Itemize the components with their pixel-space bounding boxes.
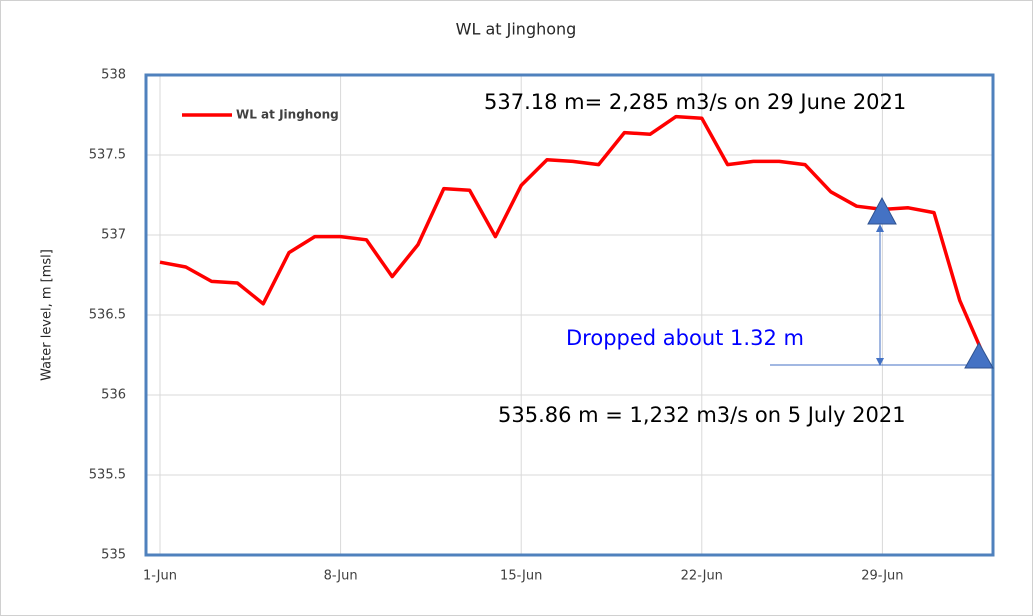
y-tick-label: 536 — [101, 388, 126, 403]
data-line — [159, 114, 988, 361]
annotation: 537.18 m= 2,285 m3/s on 29 June 2021 — [484, 90, 906, 114]
plot-frame — [144, 73, 995, 557]
y-tick-label: 536.5 — [89, 308, 126, 323]
annotation: Dropped about 1.32 m — [566, 326, 804, 350]
y-tick-label: 538 — [101, 68, 126, 83]
y-tick-label: 537 — [101, 228, 126, 243]
x-tick-label: 1-Jun — [143, 569, 177, 584]
x-tick-label: 8-Jun — [324, 569, 358, 584]
marks — [159, 114, 988, 361]
annotation: 535.86 m = 1,232 m3/s on 5 July 2021 — [498, 403, 906, 427]
marker-triangle — [964, 341, 994, 369]
arrow-head — [876, 224, 884, 232]
y-tick-label: 537.5 — [89, 148, 126, 163]
marker-triangle — [867, 196, 897, 225]
x-tick-label: 15-Jun — [500, 569, 542, 584]
x-tick-label: 29-Jun — [861, 569, 903, 584]
arrow-head — [876, 358, 884, 366]
y-axis-label: Water level, m [msl] — [40, 249, 55, 381]
legend-label: WL at Jinghong — [236, 108, 339, 122]
y-tick-label: 535.5 — [89, 468, 126, 483]
y-tick-label: 535 — [101, 548, 126, 563]
x-tick-label: 22-Jun — [681, 569, 723, 584]
chart-title: WL at Jinghong — [456, 20, 577, 39]
